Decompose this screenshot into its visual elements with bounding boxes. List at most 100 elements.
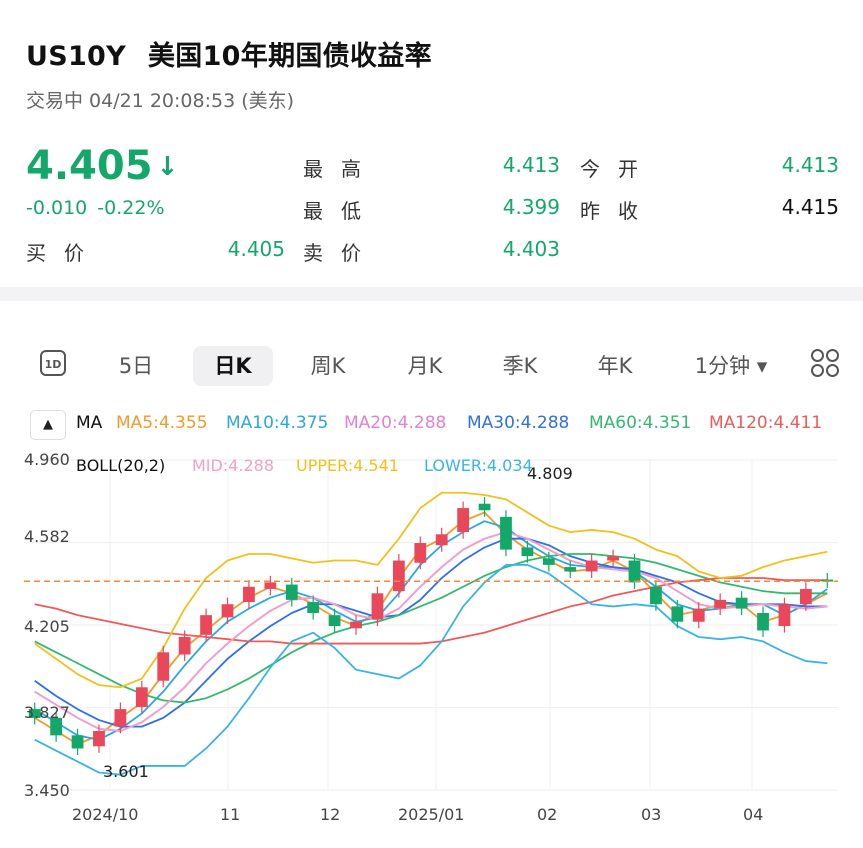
grid-layout-icon[interactable] bbox=[810, 348, 840, 378]
last-price: 4.405 ↓ bbox=[26, 143, 178, 189]
candle-body bbox=[478, 503, 491, 511]
candle-body bbox=[135, 687, 148, 707]
ma120-value: MA120:4.411 bbox=[709, 413, 823, 433]
candle-body bbox=[457, 508, 470, 533]
bid-value: 4.405 bbox=[227, 237, 285, 261]
ma-label: MA bbox=[76, 413, 103, 433]
candle-body bbox=[243, 586, 255, 603]
tab-yearly-k[interactable]: 年K bbox=[597, 354, 633, 378]
x-tick-label: 11 bbox=[220, 805, 241, 824]
price-change: -0.010 -0.22% bbox=[26, 197, 165, 219]
down-arrow-icon: ↓ bbox=[156, 152, 179, 182]
open-value: 4.413 bbox=[781, 153, 839, 177]
series-line-upper bbox=[34, 491, 828, 689]
instrument-name: 美国10年期国债收益率 bbox=[148, 41, 432, 72]
boll-mid: MID:4.288 bbox=[192, 456, 275, 475]
series-line-mid bbox=[34, 531, 828, 732]
one-day-icon[interactable]: 1D bbox=[40, 350, 66, 376]
ma60-value: MA60:4.351 bbox=[589, 413, 692, 433]
kline-chart[interactable] bbox=[0, 445, 863, 805]
y-tick-label: 3.450 bbox=[24, 781, 70, 800]
change-percent: -0.22% bbox=[97, 197, 165, 219]
candle-body bbox=[500, 516, 512, 550]
x-tick-label: 02 bbox=[537, 805, 558, 824]
tab-weekly-k[interactable]: 周K bbox=[310, 354, 346, 378]
ma30-value: MA30:4.288 bbox=[467, 413, 570, 433]
y-tick-label: 3.827 bbox=[24, 703, 70, 722]
ma20-value: MA20:4.288 bbox=[344, 413, 447, 433]
y-tick-label: 4.205 bbox=[24, 617, 70, 636]
candle-body bbox=[392, 560, 405, 592]
candle-body bbox=[285, 584, 298, 600]
ask-value: 4.403 bbox=[502, 237, 560, 261]
candle-body bbox=[200, 615, 212, 635]
candle-body bbox=[650, 586, 662, 605]
last-price-value: 4.405 bbox=[26, 143, 153, 189]
open-label: 今开 bbox=[580, 157, 656, 181]
boll-upper: UPPER:4.541 bbox=[296, 456, 399, 475]
series-line-ma30 bbox=[34, 537, 828, 728]
x-tick-label: 2024/10 bbox=[72, 805, 139, 824]
prev-close-value: 4.415 bbox=[781, 195, 839, 219]
candle-body bbox=[799, 588, 812, 605]
change-value: -0.010 bbox=[26, 197, 88, 219]
ma5-value: MA5:4.355 bbox=[116, 413, 208, 433]
low-value: 4.399 bbox=[502, 195, 560, 219]
y-tick-label: 4.582 bbox=[24, 527, 70, 546]
x-tick-label: 2025/01 bbox=[398, 805, 465, 824]
x-tick-label: 12 bbox=[320, 805, 341, 824]
bid-label: 买价 bbox=[26, 241, 102, 265]
tab-minute-dropdown[interactable]: 1分钟 ▾ bbox=[694, 354, 768, 378]
candle-body bbox=[114, 709, 127, 727]
trading-status: 交易中 04/21 20:08:53 (美东) bbox=[26, 90, 295, 112]
candle-body bbox=[692, 608, 705, 622]
candle-body bbox=[264, 582, 277, 589]
candle-body bbox=[350, 621, 362, 629]
candle-body bbox=[714, 599, 727, 609]
candle-body bbox=[178, 637, 191, 655]
high-value: 4.413 bbox=[502, 153, 560, 177]
x-tick-label: 04 bbox=[743, 805, 764, 824]
y-tick-label: 4.960 bbox=[24, 450, 70, 469]
candle-body bbox=[735, 597, 748, 609]
ask-label: 卖价 bbox=[303, 241, 379, 265]
candle-body bbox=[414, 543, 427, 563]
ma10-value: MA10:4.375 bbox=[226, 413, 329, 433]
candle-body bbox=[542, 558, 555, 565]
candle-body bbox=[371, 593, 384, 620]
collapse-indicator-button[interactable]: ▲ bbox=[30, 410, 66, 440]
tab-quarterly-k[interactable]: 季K bbox=[502, 354, 538, 378]
candle-body bbox=[221, 604, 234, 618]
candle-body bbox=[757, 612, 769, 631]
low-annotation: 3.601 bbox=[103, 762, 149, 781]
tab-5d[interactable]: 5日 bbox=[118, 354, 154, 378]
candle-body bbox=[628, 560, 641, 583]
low-label: 最低 bbox=[303, 199, 379, 223]
tab-daily-k[interactable]: 日K bbox=[193, 346, 273, 386]
candle-body bbox=[585, 560, 598, 572]
candle-body bbox=[671, 606, 684, 622]
candle-body bbox=[328, 615, 341, 627]
series-line-ma5 bbox=[34, 511, 828, 746]
page-title: US10Y 美国10年期国债收益率 bbox=[26, 34, 432, 73]
boll-lower: LOWER:4.034 bbox=[424, 456, 533, 475]
symbol: US10Y bbox=[26, 41, 126, 72]
candle-body bbox=[778, 604, 791, 627]
candle-body bbox=[28, 709, 41, 718]
boll-label: BOLL(20,2) bbox=[76, 456, 166, 475]
x-tick-label: 03 bbox=[641, 805, 662, 824]
high-annotation: 4.809 bbox=[527, 464, 573, 483]
candle-body bbox=[71, 735, 84, 749]
candle-body bbox=[307, 602, 320, 613]
candle-body bbox=[521, 547, 534, 557]
candle-body bbox=[50, 717, 63, 736]
candle-body bbox=[564, 567, 577, 572]
high-label: 最高 bbox=[303, 157, 379, 181]
series-line-ma60 bbox=[34, 553, 828, 704]
prev-close-label: 昨收 bbox=[580, 199, 656, 223]
tab-monthly-k[interactable]: 月K bbox=[407, 354, 443, 378]
series-line-lower bbox=[34, 564, 828, 776]
candle-body bbox=[607, 556, 619, 561]
section-divider bbox=[0, 287, 863, 301]
candle-body bbox=[435, 534, 448, 546]
